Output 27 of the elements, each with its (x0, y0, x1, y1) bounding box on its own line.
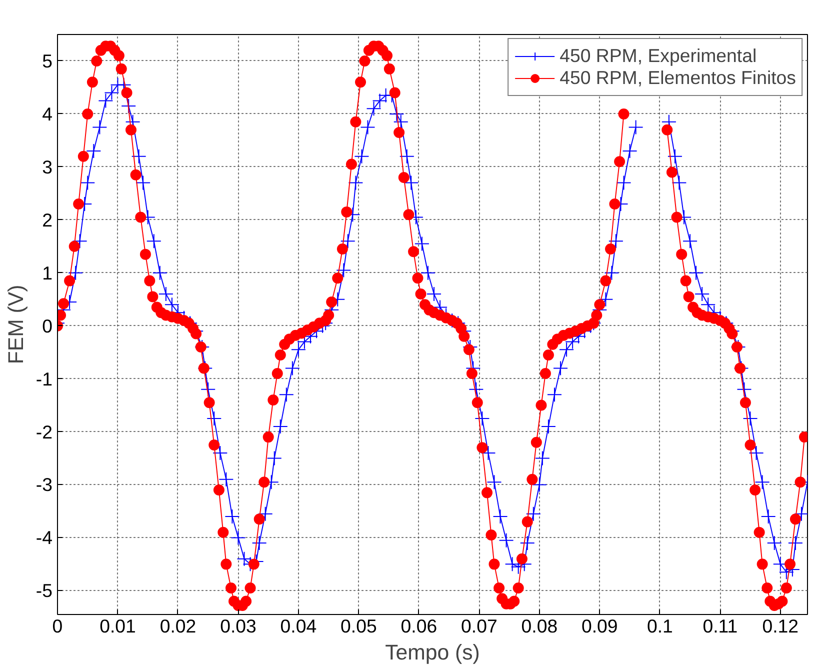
x-tick-label: 0.04 (280, 616, 317, 636)
y-tick-label: 1 (42, 262, 53, 284)
y-tick-label: 0 (42, 315, 53, 336)
x-tick-label: 0.11 (702, 616, 738, 636)
legend-label: 450 RPM, Elementos Finitos (560, 67, 796, 89)
x-tick-label: 0.1 (646, 616, 673, 636)
legend-label: 450 RPM, Experimental (560, 45, 757, 67)
y-tick-label: -5 (36, 580, 53, 602)
y-tick-label: 2 (42, 209, 53, 230)
x-tick-label: 0.02 (160, 616, 196, 636)
x-axis-title: Tempo (s) (385, 640, 480, 664)
x-tick-label: 0.07 (461, 616, 498, 636)
x-tick-label: 0.03 (220, 616, 256, 636)
x-tick-label: 0.01 (100, 616, 136, 636)
y-tick-label: -1 (36, 368, 53, 390)
x-tick-label: 0.06 (400, 616, 438, 636)
x-tick-label: 0.05 (340, 616, 377, 636)
y-tick-label: -2 (36, 421, 53, 442)
x-tick-label: 0.12 (762, 616, 799, 636)
y-tick-label: 3 (42, 156, 53, 178)
y-tick-label: 5 (42, 50, 53, 72)
y-tick-label: -4 (36, 527, 53, 548)
x-tick-label: 0.08 (521, 616, 558, 636)
y-tick-label: 4 (42, 103, 53, 124)
y-tick-label: -3 (36, 474, 53, 496)
x-tick-label: 0.09 (582, 616, 618, 636)
y-axis-title: FEM (V) (4, 284, 28, 364)
